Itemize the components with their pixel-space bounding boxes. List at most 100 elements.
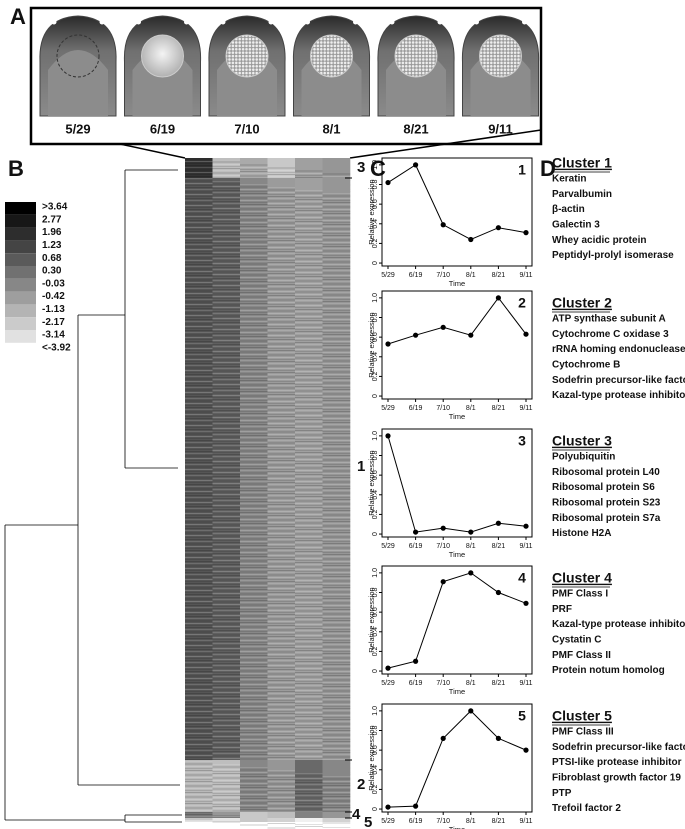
plot-frame — [381, 157, 533, 267]
point — [495, 225, 501, 231]
frog-eye — [522, 19, 527, 25]
gene-name: rRNA homing endonuclease — [552, 344, 685, 355]
frog-eye — [184, 19, 189, 25]
chart-title: 2 — [518, 295, 526, 311]
plot-frame — [381, 290, 533, 400]
heatmap-cell — [240, 812, 268, 818]
chart-title: 1 — [518, 162, 526, 178]
frog-eye — [220, 19, 226, 25]
gene-name: Cystatin C — [552, 635, 601, 646]
frog-eye — [389, 19, 395, 25]
gene-name: Kazal-type protease inhibitor — [552, 390, 685, 401]
x-tick-label: 9/11 — [519, 543, 532, 550]
frog-eye — [305, 19, 310, 25]
egg-mass — [56, 34, 100, 78]
gene-name: PMF Class II — [552, 650, 611, 661]
y-tick-label: 0.4 — [372, 490, 379, 500]
y-tick-label: 0 — [372, 669, 379, 673]
scale-swatch — [5, 278, 36, 292]
x-tick-label: 8/21 — [492, 818, 506, 825]
point — [385, 433, 391, 439]
egg-mass — [394, 34, 438, 78]
y-tick-label: 0.6 — [372, 470, 379, 480]
heatmap-cell — [267, 812, 296, 818]
x-tick-label: 8/21 — [492, 405, 506, 412]
y-tick-label: 0.8 — [372, 451, 379, 461]
frog-eye — [51, 19, 57, 25]
content: AB C D5/29 6/19 7/10 8/1 8/21 9/11>3.642.771.96… — [4, 4, 685, 829]
point — [495, 520, 501, 526]
x-tick-label: 5/29 — [381, 680, 395, 687]
y-tick-label: 1.0 — [372, 431, 379, 441]
y-tick-label: 0.6 — [372, 332, 379, 342]
x-tick-label: 5/29 — [381, 405, 395, 412]
x-tick-label: 6/19 — [409, 680, 423, 687]
frog-eye — [353, 19, 358, 25]
x-tick-label: 5/29 — [381, 543, 395, 550]
y-tick-label: 0.4 — [372, 627, 379, 637]
date-label: 7/10 — [234, 121, 259, 136]
line — [387, 297, 527, 345]
frog-eye — [437, 19, 443, 25]
panel-a-frame — [29, 6, 543, 146]
frog-eye — [99, 19, 105, 25]
egg-mass — [141, 34, 184, 78]
x-axis-label: Time — [449, 279, 465, 288]
point — [385, 341, 391, 347]
point — [440, 324, 446, 330]
zoom-line — [349, 129, 542, 159]
cluster-label: 5 — [364, 814, 372, 829]
y-tick-label: 1.0 — [372, 160, 379, 170]
scale-swatch — [5, 317, 36, 330]
plot-frame — [381, 565, 533, 675]
y-tick-label: 0.2 — [372, 238, 379, 248]
point — [413, 658, 419, 664]
heatmap-texture — [185, 158, 213, 178]
x-tick-label: 8/21 — [492, 272, 506, 279]
y-tick-label: 0 — [372, 807, 379, 811]
gene-name: Trefoil factor 2 — [552, 803, 621, 814]
point — [413, 162, 419, 168]
heatmap-texture — [185, 812, 213, 818]
gene-name: Cytochrome C oxidase 3 — [552, 329, 669, 340]
x-tick-label: 7/10 — [436, 818, 450, 825]
heatmap-texture — [267, 821, 296, 827]
gene-name: Protein notum homolog — [552, 665, 665, 676]
panel-label: A — [10, 4, 26, 29]
point — [495, 589, 501, 596]
chart-title: 5 — [518, 708, 526, 724]
scale-label: 2.77 — [42, 214, 62, 225]
x-axis-label: Time — [449, 412, 465, 421]
x-tick-label: 5/29 — [381, 272, 395, 279]
y-tick-label: 1.0 — [372, 568, 379, 578]
point — [385, 804, 391, 810]
y-tick-label: 0.2 — [372, 646, 379, 656]
heatmap-cell — [322, 812, 351, 818]
scale-swatch — [5, 240, 36, 254]
point — [413, 803, 419, 809]
gene-name: Galectin 3 — [552, 220, 600, 231]
gene-name: Polyubiquitin — [552, 452, 615, 463]
line — [387, 164, 527, 241]
x-tick-label: 9/11 — [519, 818, 532, 825]
line — [387, 572, 527, 669]
x-axis-label: Time — [449, 550, 465, 559]
plot-frame — [381, 428, 533, 538]
heatmap-texture — [212, 161, 241, 181]
point — [523, 747, 529, 753]
scale-label: -3.14 — [42, 330, 65, 341]
gene-name: Peptidyl-prolyl isomerase — [552, 250, 674, 261]
x-tick-label: 7/10 — [436, 272, 450, 279]
cluster-title: Cluster 4 — [552, 570, 612, 586]
y-tick-label: 1.0 — [372, 293, 379, 303]
panel-label: D — [540, 156, 556, 181]
point — [468, 708, 474, 714]
panel-label: B — [8, 156, 24, 181]
x-tick-label: 8/1 — [466, 818, 476, 825]
y-tick-label: 0.2 — [372, 371, 379, 381]
heatmap-texture — [322, 193, 351, 775]
point — [468, 332, 474, 338]
gene-name: Ribosomal protein L40 — [552, 467, 660, 478]
y-tick-label: 0 — [372, 394, 379, 398]
